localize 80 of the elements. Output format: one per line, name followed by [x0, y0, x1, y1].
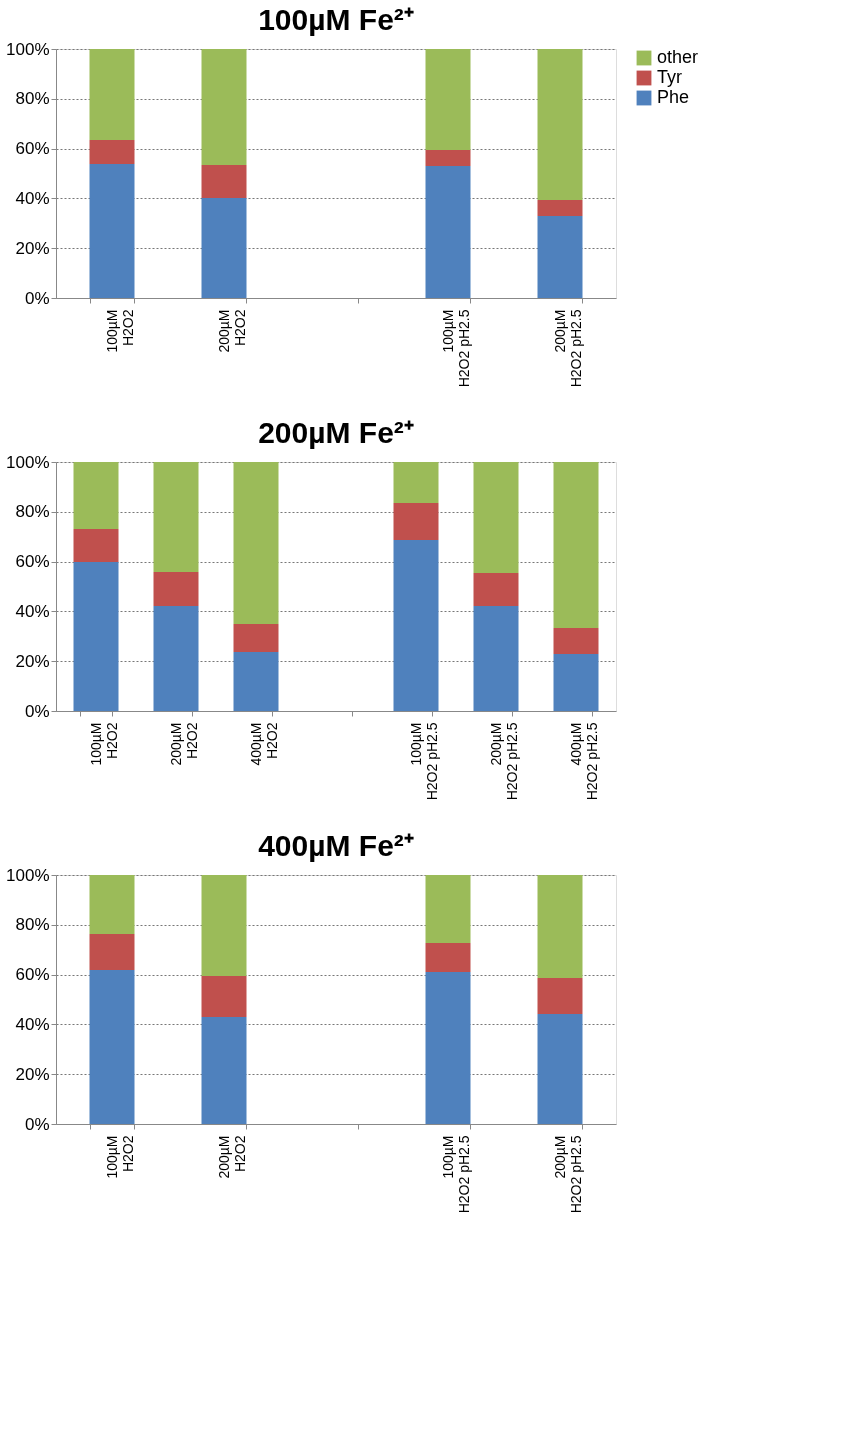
- bar: [153, 572, 199, 606]
- y-tick-label: 0%: [24, 288, 50, 308]
- bar: [73, 462, 119, 529]
- bar: [537, 1013, 583, 1124]
- bar: [73, 562, 119, 711]
- y-tick-label: 60%: [15, 139, 50, 159]
- x-tick-label: 200µM H2O2 pH2.5: [487, 722, 520, 801]
- x-tick-label: 200µM H2O2: [215, 309, 248, 353]
- bar: [89, 49, 135, 140]
- y-tick-label: 40%: [15, 188, 50, 208]
- x-tick-label: 400µM H2O2: [247, 722, 280, 766]
- x-tick-label: 100µM H2O2 pH2.5: [439, 309, 472, 388]
- bar: [537, 216, 583, 298]
- bar: [425, 166, 471, 298]
- bar: [201, 875, 247, 977]
- x-tick-label: 100µM H2O2 pH2.5: [439, 1135, 472, 1214]
- legend-label: Tyr: [657, 67, 682, 87]
- x-tick-label: 100µM H2O2 pH2.5: [407, 722, 440, 801]
- bar: [553, 628, 599, 654]
- bar: [393, 503, 439, 540]
- y-tick-label: 40%: [15, 601, 50, 621]
- y-tick-label: 100%: [6, 39, 50, 59]
- x-tick-label: 200µM H2O2 pH2.5: [551, 1135, 584, 1214]
- bar: [473, 573, 519, 606]
- chart-title: 400µM Fe²⁺: [258, 829, 414, 862]
- bar: [201, 165, 247, 198]
- y-tick-label: 20%: [15, 651, 50, 671]
- y-tick-label: 80%: [15, 89, 50, 109]
- bar: [89, 164, 135, 298]
- bar: [425, 942, 471, 973]
- bar: [73, 528, 119, 563]
- bar: [89, 970, 135, 1124]
- y-tick-label: 80%: [15, 915, 50, 935]
- y-tick-label: 20%: [15, 238, 50, 258]
- legend-label: Phe: [657, 87, 690, 107]
- y-tick-label: 100%: [6, 865, 50, 885]
- bar: [393, 539, 439, 711]
- bar: [537, 199, 583, 217]
- y-tick-label: 80%: [15, 502, 50, 522]
- x-tick-label: 100µM H2O2: [103, 309, 136, 353]
- x-tick-label: 400µM H2O2 pH2.5: [567, 722, 600, 801]
- bar: [201, 976, 247, 1017]
- bar: [233, 651, 279, 711]
- bar: [201, 1016, 247, 1124]
- bar: [89, 875, 135, 935]
- bar: [537, 49, 583, 200]
- chart-title: 200µM Fe²⁺: [258, 416, 414, 449]
- x-tick-label: 200µM H2O2 pH2.5: [551, 309, 584, 388]
- y-tick-label: 0%: [24, 1114, 50, 1134]
- bar: [537, 875, 583, 979]
- bar: [201, 197, 247, 298]
- bar: [553, 462, 599, 629]
- y-tick-label: 0%: [24, 701, 50, 721]
- y-tick-label: 20%: [15, 1064, 50, 1084]
- bar: [89, 139, 135, 165]
- bar: [425, 150, 471, 167]
- y-tick-label: 60%: [15, 965, 50, 985]
- bar: [425, 49, 471, 151]
- bar: [553, 653, 599, 711]
- bar: [201, 49, 247, 166]
- bar: [473, 462, 519, 574]
- x-tick-label: 100µM H2O2: [87, 722, 120, 766]
- bar: [425, 972, 471, 1124]
- y-tick-label: 40%: [15, 1014, 50, 1034]
- bar: [89, 934, 135, 971]
- y-tick-label: 60%: [15, 552, 50, 572]
- bar: [393, 462, 439, 504]
- bar: [425, 875, 471, 943]
- bar: [233, 462, 279, 625]
- x-tick-label: 200µM H2O2: [215, 1135, 248, 1179]
- bar: [233, 624, 279, 652]
- x-tick-label: 200µM H2O2: [167, 722, 200, 766]
- bar: [153, 462, 199, 573]
- y-tick-label: 100%: [6, 452, 50, 472]
- bar: [153, 605, 199, 711]
- bar: [473, 605, 519, 711]
- bar: [537, 978, 583, 1014]
- x-tick-label: 100µM H2O2: [103, 1135, 136, 1179]
- legend-label: other: [657, 47, 699, 67]
- chart-title: 100µM Fe²⁺: [258, 3, 414, 36]
